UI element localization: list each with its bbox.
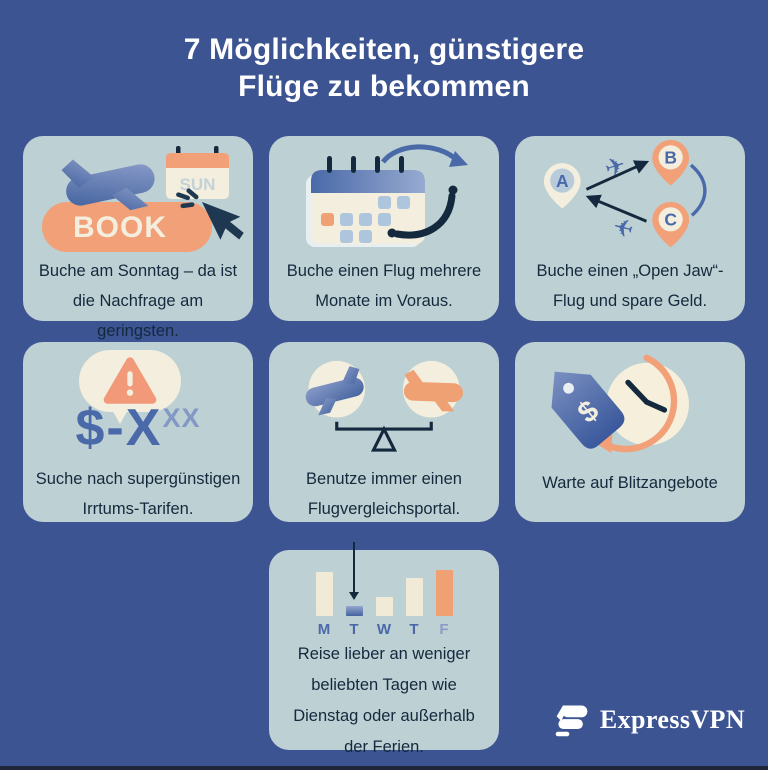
card-comparison-portal: Benutze immer einen Flugvergleichsportal… bbox=[269, 342, 499, 522]
chart-bar-label: F bbox=[439, 621, 449, 638]
plane-icon: ✈ bbox=[602, 151, 630, 183]
card-row-1: BOOK SUN bbox=[0, 136, 768, 340]
brand-wordmark: ExpressVPN bbox=[599, 705, 745, 734]
bottom-strip bbox=[0, 766, 768, 770]
map-pins-route-icon: A B C ✈ bbox=[543, 139, 707, 248]
plane-icon: ✈ bbox=[610, 213, 636, 244]
brand-lockup: ExpressVPN bbox=[553, 701, 745, 739]
flash-deal-illustration: $ bbox=[535, 342, 725, 464]
error-fare-price: $-XXX bbox=[23, 398, 253, 458]
card-text: Buche am Sonntag – da ist die Nachfrage … bbox=[38, 262, 238, 340]
open-jaw-illustration: A B C ✈ bbox=[525, 136, 735, 256]
price-tag-clock-icon: $ bbox=[551, 354, 689, 454]
price-text: $-X bbox=[75, 399, 163, 457]
card-text: Suche nach supergünstigen Irrtums-Tarife… bbox=[35, 470, 241, 518]
chart-bar bbox=[435, 570, 453, 616]
card-text: Buche einen „Open Jaw“- Flug und spare G… bbox=[536, 262, 724, 310]
comparison-illustration bbox=[279, 342, 489, 464]
months-ahead-illustration bbox=[279, 136, 489, 256]
card-error-fares: $-XXX Suche nach supergünstigen Irrtums-… bbox=[23, 342, 253, 522]
chart-column: F bbox=[435, 570, 453, 639]
card-text: Buche einen Flug mehrere Monate im Vorau… bbox=[286, 262, 482, 310]
chart-bar bbox=[345, 606, 363, 616]
chart-bar-label: M bbox=[317, 621, 331, 638]
chart-bar-label: T bbox=[409, 621, 419, 638]
svg-text:C: C bbox=[664, 210, 677, 230]
chart-bar-label: T bbox=[349, 621, 359, 638]
card-text: Warte auf Blitzangebote bbox=[542, 474, 718, 492]
expressvpn-logo-icon bbox=[555, 705, 588, 737]
weekday-bar-chart: M T W T F bbox=[315, 542, 453, 639]
card-open-jaw: A B C ✈ bbox=[515, 136, 745, 321]
book-sunday-illustration: BOOK SUN bbox=[32, 136, 244, 256]
plane-balance-scale-icon bbox=[301, 360, 467, 452]
chart-bar bbox=[375, 597, 393, 616]
chart-column: W bbox=[375, 597, 393, 639]
warning-triangle-icon bbox=[103, 357, 157, 404]
card-travel-off-peak: M T W T F bbox=[269, 542, 499, 756]
speech-bubble-tail bbox=[111, 408, 129, 424]
chart-bar-label: W bbox=[376, 621, 392, 638]
chart-column: M bbox=[315, 572, 333, 639]
plane-book-button-calendar-cursor-icon: BOOK SUN bbox=[42, 140, 244, 252]
svg-text:B: B bbox=[664, 148, 677, 168]
page-title: 7 Möglichkeiten, günstigere Flüge zu bek… bbox=[183, 33, 585, 103]
chart-column: T bbox=[405, 578, 423, 639]
speech-bubble bbox=[79, 350, 181, 412]
card-flash-deals: $ Warte auf Blitzangebote bbox=[515, 342, 745, 522]
card-row-2: $-XXX Suche nach supergünstigen Irrtums-… bbox=[0, 342, 768, 522]
svg-text:SUN: SUN bbox=[180, 175, 216, 194]
chart-bar bbox=[405, 578, 423, 616]
card-text: Benutze immer einen Flugvergleichsportal… bbox=[306, 470, 462, 518]
card-text: Reise lieber an weniger beliebten Tagen … bbox=[293, 645, 475, 756]
error-fare-illustration: $-XXX bbox=[23, 342, 253, 464]
svg-text:BOOK: BOOK bbox=[73, 211, 167, 244]
price-superscript: XX bbox=[162, 403, 201, 433]
arrow-pointing-to-tuesday-bar bbox=[349, 542, 359, 600]
card-book-on-sunday: BOOK SUN bbox=[23, 136, 253, 340]
calendar-cycle-arrows-icon bbox=[306, 144, 468, 247]
svg-text:A: A bbox=[556, 171, 569, 191]
card-row-3: M T W T F bbox=[0, 542, 768, 756]
chart-column: T bbox=[345, 542, 363, 639]
chart-bar bbox=[315, 572, 333, 616]
card-book-months-ahead: Buche einen Flug mehrere Monate im Vorau… bbox=[269, 136, 499, 321]
